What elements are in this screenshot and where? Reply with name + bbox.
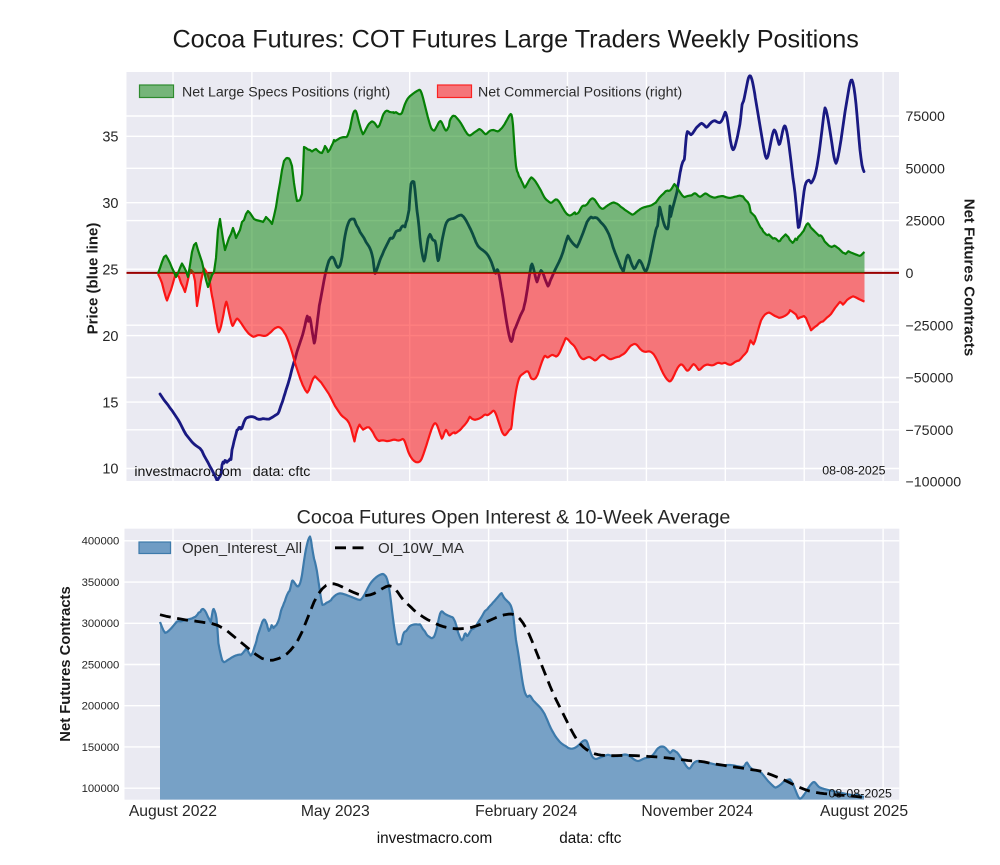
svg-text:August 2022: August 2022	[129, 803, 217, 820]
svg-text:−25000: −25000	[906, 318, 954, 334]
svg-text:Open_Interest_All: Open_Interest_All	[182, 540, 302, 557]
svg-text:Cocoa Futures Open Interest &: Cocoa Futures Open Interest & 10-Week Av…	[297, 506, 731, 528]
svg-text:Price (blue line): Price (blue line)	[85, 223, 102, 335]
svg-text:25000: 25000	[906, 214, 946, 230]
svg-text:350000: 350000	[82, 577, 120, 589]
svg-text:−75000: −75000	[906, 423, 954, 439]
svg-text:250000: 250000	[82, 659, 120, 671]
svg-text:Net Futures Contracts: Net Futures Contracts	[58, 586, 74, 741]
svg-text:50000: 50000	[906, 161, 946, 177]
svg-text:35: 35	[102, 130, 118, 146]
svg-text:investmacro.com: investmacro.com	[377, 830, 493, 847]
svg-text:30: 30	[102, 196, 118, 212]
svg-text:300000: 300000	[82, 618, 120, 630]
svg-text:150000: 150000	[82, 742, 120, 754]
svg-text:data: cftc: data: cftc	[253, 464, 311, 480]
svg-text:investmacro.com: investmacro.com	[134, 464, 241, 480]
svg-text:November 2024: November 2024	[641, 803, 753, 820]
svg-text:Net Futures Contracts: Net Futures Contracts	[961, 199, 978, 357]
svg-text:−50000: −50000	[906, 371, 954, 387]
svg-text:200000: 200000	[82, 701, 120, 713]
svg-text:data: cftc: data: cftc	[559, 830, 621, 847]
svg-text:Cocoa Futures: COT Futures Lar: Cocoa Futures: COT Futures Large Traders…	[172, 26, 858, 54]
svg-text:15: 15	[102, 395, 118, 411]
svg-text:10: 10	[102, 462, 118, 478]
svg-text:Net Commercial Positions (righ: Net Commercial Positions (right)	[478, 85, 682, 101]
svg-text:08-08-2025: 08-08-2025	[829, 787, 892, 801]
svg-text:May 2023: May 2023	[301, 803, 370, 820]
svg-text:20: 20	[102, 329, 118, 345]
svg-text:25: 25	[102, 262, 118, 278]
svg-text:400000: 400000	[82, 536, 120, 548]
svg-text:OI_10W_MA: OI_10W_MA	[378, 540, 464, 557]
svg-text:February 2024: February 2024	[475, 803, 577, 820]
svg-text:August 2025: August 2025	[820, 803, 908, 820]
svg-text:08-08-2025: 08-08-2025	[822, 464, 885, 478]
svg-text:100000: 100000	[82, 783, 120, 795]
svg-text:0: 0	[906, 266, 914, 282]
svg-text:75000: 75000	[906, 109, 946, 125]
svg-text:Net Large Specs Positions (rig: Net Large Specs Positions (right)	[182, 85, 390, 101]
svg-text:−100000: −100000	[906, 475, 962, 491]
